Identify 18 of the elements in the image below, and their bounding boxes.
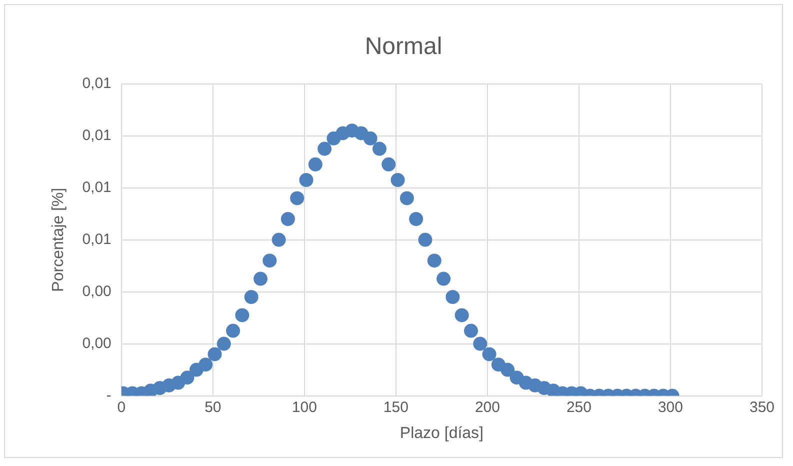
x-tick-label: 250	[566, 398, 592, 416]
y-tick-label: 0,01	[82, 126, 112, 144]
y-tick-label: -	[106, 386, 112, 404]
y-tick-label: 0,01	[82, 178, 112, 196]
chart-title: Normal	[364, 33, 442, 60]
x-tick-label: 50	[204, 398, 222, 416]
x-tick-label: 300	[658, 398, 683, 416]
x-tick-label: 0	[117, 398, 126, 416]
x-tick-label: 350	[749, 398, 775, 416]
x-tick-label: 100	[292, 398, 317, 416]
y-tick-label: 0,01	[82, 74, 112, 92]
y-tick-label: 0,01	[82, 230, 112, 248]
y-tick-label: 0,00	[82, 282, 112, 300]
y-tick-label: 0,00	[82, 334, 112, 352]
x-tick-label: 150	[383, 398, 408, 416]
x-tick-label: 200	[474, 398, 500, 416]
x-axis-title: Plazo [días]	[400, 424, 484, 442]
y-axis-title: Porcentaje [%]	[50, 188, 68, 292]
